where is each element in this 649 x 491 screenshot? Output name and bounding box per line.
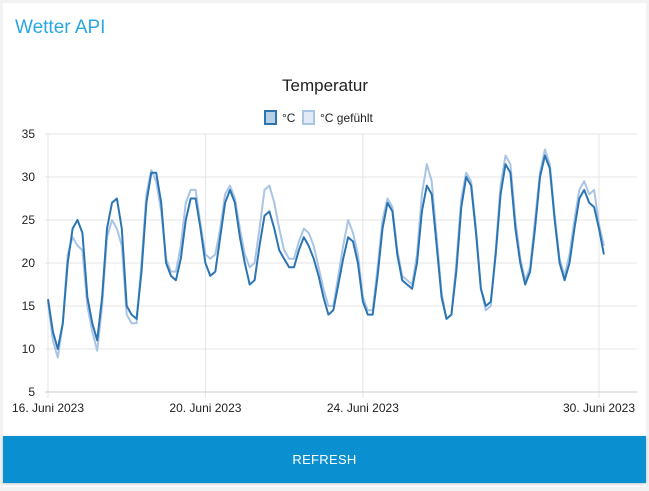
- y-tick-label: 25: [22, 213, 36, 227]
- y-tick-label: 15: [22, 299, 36, 313]
- refresh-button[interactable]: REFRESH: [3, 436, 646, 483]
- y-axis: 5 10 15 20 25 30 35: [22, 127, 36, 399]
- y-tick-label: 5: [28, 385, 35, 399]
- y-tick-label: 35: [22, 127, 36, 141]
- legend-swatch-1[interactable]: [302, 110, 315, 125]
- legend-swatch-0[interactable]: [264, 110, 277, 125]
- x-tick-label: 24. Juni 2023: [327, 401, 399, 415]
- legend-label-1[interactable]: °C gefühlt: [320, 111, 373, 125]
- x-tick-label: 16. Juni 2023: [12, 401, 84, 415]
- y-tick-label: 10: [22, 342, 36, 356]
- series-line-1: [47, 148, 605, 359]
- weather-card: Wetter API Temperatur °C °C gefühlt 5 10 15…: [3, 3, 646, 487]
- chart-series: [47, 148, 605, 359]
- chart-legend: °C °C gefühlt: [264, 110, 373, 125]
- x-axis: 16. Juni 2023 20. Juni 2023 24. Juni 2023 3…: [12, 391, 637, 415]
- y-tick-label: 30: [22, 170, 36, 184]
- temperature-chart: Temperatur °C °C gefühlt 5 10 15 20 25 30 35 16…: [12, 76, 637, 415]
- y-tick-label: 20: [22, 256, 36, 270]
- legend-label-0[interactable]: °C: [282, 111, 296, 125]
- series-line-0: [47, 154, 605, 350]
- chart-title: Temperatur: [282, 76, 368, 95]
- x-tick-label: 30. Juni 2023: [563, 401, 635, 415]
- x-tick-label: 20. Juni 2023: [169, 401, 241, 415]
- app-title: Wetter API: [15, 17, 106, 38]
